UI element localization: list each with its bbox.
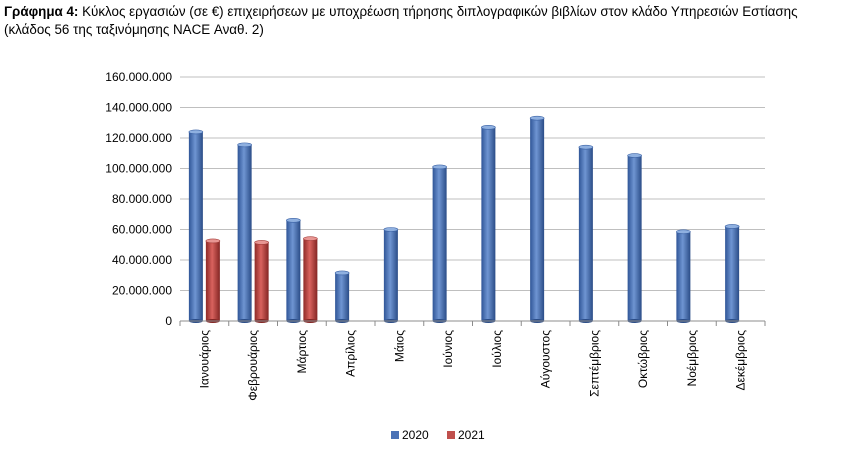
bar-body — [578, 147, 593, 321]
x-tick-label: Σεπτέμβριος — [587, 330, 601, 397]
bar-top — [676, 229, 691, 235]
y-tick-label: 40.000.000 — [112, 253, 172, 267]
bar-body — [237, 144, 252, 321]
bar-2020-4 — [383, 227, 399, 323]
bar-2020-5 — [432, 164, 447, 323]
x-tick-label: Ιανουάριος — [197, 330, 211, 389]
x-tick-label: Απρίλιος — [344, 330, 358, 377]
bar-top — [334, 270, 350, 276]
bar-top — [188, 129, 204, 135]
bar-body — [205, 240, 220, 321]
bar-2021-0 — [205, 238, 221, 323]
bar-top — [237, 142, 252, 148]
bar-top — [481, 125, 496, 130]
bar-body — [254, 242, 269, 321]
bar-top — [627, 153, 642, 158]
x-tick-label: Μάρτιος — [295, 330, 309, 374]
x-tick-label: Ιούλιος — [490, 330, 504, 368]
bar-body — [383, 229, 398, 321]
bar-top — [286, 218, 301, 223]
legend-item-2020: 2020 — [391, 428, 429, 442]
x-tick-label: Οκτώβριος — [636, 330, 650, 388]
legend-label: 2020 — [402, 428, 429, 442]
bar-top — [205, 238, 221, 244]
bar-body — [286, 220, 301, 321]
bar-top — [578, 144, 594, 150]
bar-2020-9 — [627, 153, 642, 323]
x-tick-label: Μάιος — [392, 330, 406, 362]
y-tick-label: 80.000.000 — [112, 192, 172, 206]
bar-top — [432, 164, 447, 170]
bar-body — [481, 127, 496, 321]
bar-top — [254, 240, 269, 245]
bar-body — [188, 131, 203, 321]
y-tick-label: 20.000.000 — [112, 284, 172, 298]
bar-body — [530, 118, 545, 321]
bar-body — [303, 238, 318, 321]
y-tick-label: 60.000.000 — [112, 223, 172, 237]
bar-2021-1 — [254, 240, 269, 323]
bar-2020-11 — [724, 224, 740, 323]
y-tick-label: 100.000.000 — [105, 162, 172, 176]
legend-item-2021: 2021 — [447, 428, 485, 442]
caption-prefix: Γράφημα 4: — [4, 4, 79, 19]
x-tick-label: Φεβρουάριος — [246, 330, 260, 401]
x-tick-label: Ιούνιος — [441, 330, 455, 368]
bar-top — [383, 227, 399, 232]
y-tick-label: 140.000.000 — [105, 101, 172, 115]
x-tick-label: Αύγουστος — [539, 330, 553, 388]
bar-2020-6 — [481, 125, 496, 323]
caption-text: Κύκλος εργασιών (σε €) επιχειρήσεων με υ… — [4, 4, 798, 37]
bar-top — [724, 224, 740, 229]
bar-top — [303, 236, 318, 241]
legend-swatch — [391, 431, 399, 439]
y-tick-label: 120.000.000 — [105, 131, 172, 145]
chart-caption: Γράφημα 4: Κύκλος εργασιών (σε €) επιχει… — [4, 3, 840, 39]
bar-2020-2 — [286, 218, 301, 323]
x-tick-label: Δεκέμβριος — [734, 330, 748, 391]
bar-2020-7 — [529, 115, 545, 323]
bar-body — [725, 226, 740, 321]
bar-body — [432, 166, 447, 321]
bar-body — [335, 272, 350, 321]
bar-2021-2 — [303, 236, 318, 323]
bar-2020-3 — [334, 270, 350, 323]
legend-label: 2021 — [458, 428, 485, 442]
legend-swatch — [447, 431, 455, 439]
y-tick-label: 0 — [165, 314, 172, 328]
bar-body — [676, 231, 691, 321]
bar-top — [529, 115, 545, 121]
x-tick-label: Νοέμβριος — [685, 330, 699, 387]
bar-2020-1 — [237, 142, 252, 323]
bar-body — [627, 155, 642, 321]
bar-2020-8 — [578, 144, 594, 323]
y-tick-label: 160.000.000 — [105, 70, 172, 84]
bar-2020-0 — [188, 129, 204, 323]
bar-2020-10 — [676, 229, 691, 323]
